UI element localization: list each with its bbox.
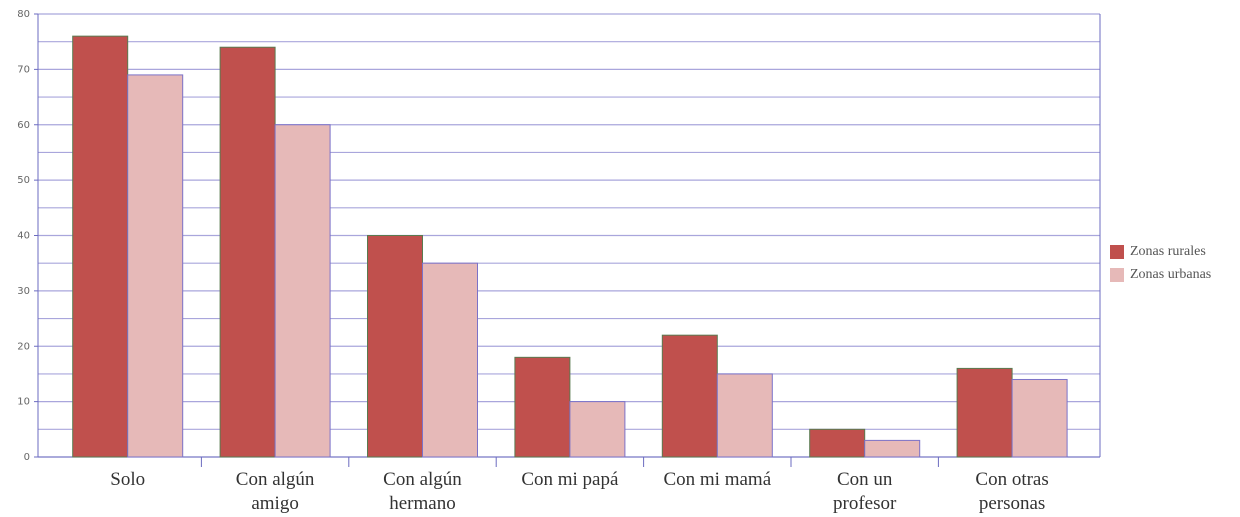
legend-swatch — [1110, 245, 1124, 259]
bar — [514, 356, 571, 458]
y-tick-label: 20 — [17, 341, 30, 352]
bar — [127, 74, 184, 458]
x-tick-label: Con algún hermano — [383, 469, 462, 514]
legend-label: Zonas urbanas — [1130, 267, 1211, 282]
bar — [422, 262, 478, 458]
bar — [72, 35, 129, 458]
bar — [809, 428, 866, 458]
bar — [219, 46, 276, 458]
bar — [716, 373, 773, 458]
y-tick-label: 70 — [17, 64, 30, 75]
bar — [864, 439, 921, 458]
x-tick-label: Solo — [110, 469, 146, 490]
bar — [661, 334, 718, 458]
y-tick-label: 0 — [24, 452, 30, 463]
y-tick-label: 10 — [17, 397, 30, 408]
x-tick-label: Con algún amigo — [235, 469, 315, 514]
bar — [1011, 378, 1068, 458]
legend-swatch — [1110, 268, 1124, 282]
y-tick-label: 60 — [17, 120, 30, 131]
legend-label: Zonas rurales — [1130, 244, 1206, 259]
bar — [569, 401, 626, 458]
x-tick-label: Con un profesor — [833, 469, 897, 514]
x-tick-label: Con mi papá — [521, 469, 619, 490]
x-tick-label: Con otras personas — [975, 469, 1049, 514]
y-tick-label: 50 — [17, 175, 30, 186]
y-tick-label: 30 — [17, 286, 30, 297]
y-tick-label: 80 — [17, 9, 30, 20]
y-tick-label: 40 — [17, 231, 30, 242]
bar — [274, 124, 331, 458]
bar — [367, 235, 423, 458]
bar — [956, 367, 1013, 458]
x-tick-label: Con mi mamá — [663, 469, 772, 490]
